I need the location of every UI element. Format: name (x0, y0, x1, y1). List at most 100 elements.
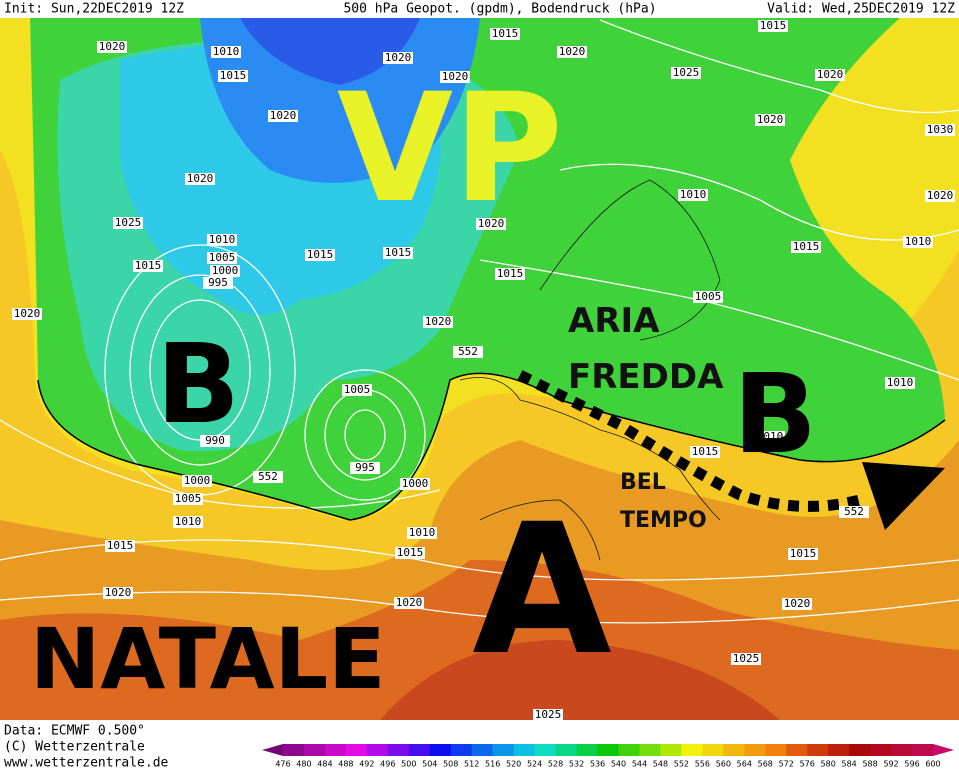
isobar-label-box (182, 475, 212, 487)
colorbar-segment (303, 744, 326, 756)
high-label: A (472, 486, 611, 695)
data-source: Data: ECMWF 0.500° (4, 724, 145, 739)
isobar-label: 1020 (14, 307, 41, 320)
colorbar-segment (618, 744, 640, 756)
isobar-label: 1020 (270, 109, 297, 122)
isobar-label-box (903, 236, 933, 248)
isobar-label: 990 (205, 434, 225, 447)
colorbar-label: 524 (527, 760, 542, 769)
website: www.wetterzentrale.de (4, 756, 169, 770)
aria-label: ARIA (568, 301, 660, 341)
colorbar-label: 520 (506, 760, 521, 769)
fredda-label: FREDDA (568, 357, 724, 397)
arrow-head (862, 462, 945, 530)
colorbar-label: 484 (317, 760, 332, 769)
valid-label: Valid: Wed,25DEC2019 12Z (767, 2, 955, 17)
colorbar-segment (492, 744, 515, 756)
isobar-label: 1025 (733, 652, 760, 665)
isobar-label-box (211, 46, 241, 58)
isobar-label-box (305, 249, 335, 261)
colorbar-segment (324, 744, 347, 756)
colorbar-label: 540 (611, 760, 626, 769)
isobar-label: 1020 (784, 597, 811, 610)
isobars (0, 19, 959, 624)
map: 1020 1010 1015 1020 1015 1020 1020 1025 1015 1020… (0, 18, 959, 721)
isobar-label: 1005 (209, 251, 236, 264)
isobar-label-box (758, 20, 788, 32)
isobar-label: 552 (458, 345, 478, 358)
colorbar-segment (408, 744, 431, 756)
isobar-label: 995 (208, 276, 228, 289)
isobar-label: 1020 (817, 68, 844, 81)
isobar-label: 1015 (135, 259, 162, 272)
colorbar-label: 544 (632, 760, 647, 769)
colorbar-label: 504 (422, 760, 437, 769)
colorbar-label: 488 (338, 760, 353, 769)
isobar-label: 1015 (492, 27, 519, 40)
colorbar-segment (366, 744, 389, 756)
colorbar-label: 584 (842, 760, 857, 769)
isobar-label: 1020 (425, 315, 452, 328)
isobar-label: 1020 (442, 70, 469, 83)
colorbar-segment (450, 744, 473, 756)
isobar-label-box (173, 516, 203, 528)
low-west-label: B (156, 320, 240, 448)
colorbar-segment (891, 744, 913, 756)
isobar-label: 1015 (692, 445, 719, 458)
isobar-label-box (495, 268, 525, 280)
isobar-label-box (693, 291, 723, 303)
coastlines (459, 179, 721, 561)
copyright: (C) Wetterzentrale (4, 740, 145, 755)
colorbar-label: 528 (548, 760, 563, 769)
isobar-label: 1005 (344, 383, 371, 396)
isobar-label-box (731, 653, 761, 665)
colorbar-segment (534, 744, 557, 756)
map-title: 500 hPa Geopot. (gpdm), Bodendruck (hPa) (343, 2, 656, 17)
low-east-label: B (733, 350, 817, 478)
isobar-label-box (557, 46, 587, 58)
isobar-label: 1000 (402, 477, 429, 490)
isobar-label-box (490, 28, 520, 40)
colorbar-segment (702, 744, 724, 756)
isobar-label-box (533, 709, 563, 721)
isobar-label-box (207, 252, 237, 264)
colorbar-segment (597, 744, 619, 756)
colorbar-label: 500 (401, 760, 416, 769)
isobar-label-box (207, 234, 237, 246)
colorbar-label: 568 (758, 760, 773, 769)
isobar-label-box (350, 462, 380, 474)
isobar-label: 1025 (673, 66, 700, 79)
colorbar-label: 572 (779, 760, 794, 769)
isobar-label-box (925, 124, 955, 136)
colorbar-segment (765, 744, 787, 756)
colorbar-label: 588 (862, 760, 877, 769)
colorbar-segment (870, 744, 892, 756)
colorbar-label: 532 (569, 760, 584, 769)
colorbar-label: 496 (380, 760, 395, 769)
colorbar-label: 508 (443, 760, 458, 769)
isobar-label: 1020 (478, 217, 505, 230)
tempo-label: TEMPO (620, 508, 707, 533)
colorbar-label: 564 (737, 760, 752, 769)
colorbar-label: 560 (716, 760, 731, 769)
isobar-label-box (103, 587, 133, 599)
isobar-label-box (203, 277, 233, 289)
isobar-label: 1020 (385, 51, 412, 64)
isobar-label-box (12, 308, 42, 320)
colorbar-segment (471, 744, 494, 756)
isobar-label-box (782, 598, 812, 610)
isobar-label: 1025 (115, 216, 142, 229)
isobar-label: 1010 (209, 233, 236, 246)
isobar-label-box (407, 527, 437, 539)
isobar-label: 1020 (757, 113, 784, 126)
isobar-label: 1020 (99, 40, 126, 53)
bel-label: BEL (620, 470, 666, 495)
colorbar-label: 476 (275, 760, 290, 769)
isobar-label-box (105, 540, 135, 552)
init-label: Init: Sun,22DEC2019 12Z (4, 2, 184, 17)
colorbar-label: 492 (359, 760, 374, 769)
isobar-label-box (185, 173, 215, 185)
isobar-label: 1010 (409, 526, 436, 539)
isobar-label: 1015 (220, 69, 247, 82)
isobar-label: 1000 (184, 474, 211, 487)
